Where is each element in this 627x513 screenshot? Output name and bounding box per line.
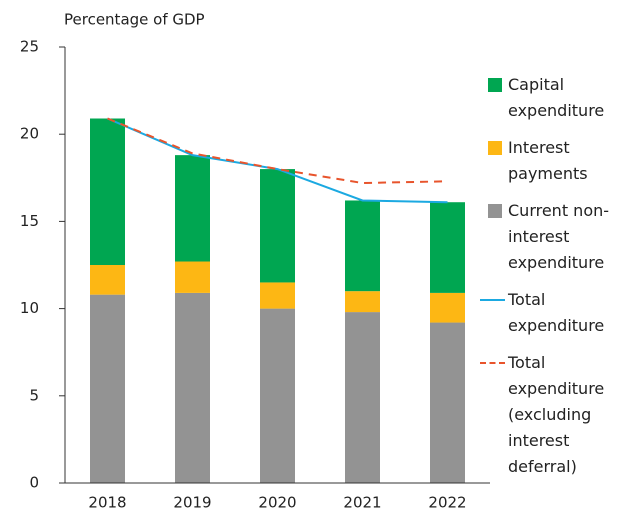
bar: [90, 294, 125, 483]
y-tick-label: 10: [20, 299, 39, 317]
y-tick-label: 5: [29, 386, 39, 404]
bar: [430, 292, 465, 323]
y-tick-label: 15: [20, 212, 39, 230]
x-tick-label: 2022: [428, 494, 466, 512]
bar: [345, 291, 380, 313]
legend: Capital expenditure Interest payments Curr…: [478, 72, 626, 480]
bar: [90, 265, 125, 295]
bar: [175, 292, 210, 483]
legend-swatch: [478, 198, 508, 224]
legend-label: Current non-interest expenditure: [508, 201, 610, 272]
y-tick-label: 25: [20, 38, 39, 56]
legend-swatch: [478, 350, 508, 376]
legend-label: Interest payments: [508, 138, 588, 183]
legend-swatch: [478, 72, 508, 98]
bar: [430, 322, 465, 483]
legend-label: Total expenditure (excluding interest de…: [508, 353, 605, 476]
legend-item: Total expenditure: [478, 287, 626, 339]
legend-label: Total expenditure: [508, 290, 605, 335]
line-series: [107, 117, 448, 204]
y-tick-label: 20: [20, 125, 39, 143]
bar: [260, 169, 295, 283]
x-tick-label: 2021: [343, 494, 381, 512]
x-tick-label: 2018: [88, 494, 126, 512]
x-tick-label: 2019: [173, 494, 211, 512]
y-tick-label: 0: [29, 474, 39, 492]
bar: [260, 308, 295, 483]
legend-label: Capital expenditure: [508, 75, 605, 120]
bar: [430, 202, 465, 293]
legend-item: Interest payments: [478, 135, 626, 187]
bar: [260, 282, 295, 309]
bar: [175, 261, 210, 293]
y-axis-title: Percentage of GDP: [64, 11, 205, 29]
legend-item: Current non-interest expenditure: [478, 198, 626, 276]
line-series: [107, 117, 448, 185]
bar: [175, 155, 210, 262]
bar: [90, 118, 125, 265]
legend-swatch: [478, 135, 508, 161]
bar: [345, 312, 380, 483]
bar: [345, 200, 380, 292]
x-tick-label: 2020: [258, 494, 296, 512]
legend-swatch: [478, 287, 508, 313]
legend-item: Capital expenditure: [478, 72, 626, 124]
legend-item: Total expenditure (excluding interest de…: [478, 350, 626, 480]
